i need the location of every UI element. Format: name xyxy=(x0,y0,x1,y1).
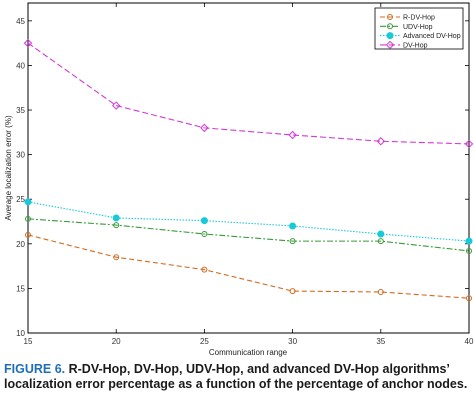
caption-text: R-DV-Hop, DV-Hop, UDV-Hop, and advanced … xyxy=(4,362,468,391)
data-point xyxy=(23,38,33,48)
data-point xyxy=(465,237,473,245)
legend-marker xyxy=(385,40,395,50)
series-line-0 xyxy=(27,234,470,299)
data-point xyxy=(289,238,296,245)
x-tick-label: 15 xyxy=(24,337,33,346)
y-tick-label: 40 xyxy=(16,61,25,70)
data-point xyxy=(25,215,31,222)
y-tick-label: 15 xyxy=(16,284,25,293)
series-markers xyxy=(23,38,474,302)
data-point xyxy=(466,247,472,254)
legend: R-DV-Hop UDV-Hop Advanced DV-Hop DV-Hop xyxy=(374,7,464,50)
data-point xyxy=(377,238,384,245)
data-point xyxy=(111,101,121,110)
data-point xyxy=(25,231,31,238)
legend-label: UDV-Hop xyxy=(403,24,433,31)
y-tick-label: 20 xyxy=(16,240,25,249)
y-tick-label: 10 xyxy=(16,329,25,338)
figure-caption: FIGURE 6. R-DV-Hop, DV-Hop, UDV-Hop, and… xyxy=(4,362,472,392)
series-line-3 xyxy=(27,42,470,145)
data-point xyxy=(200,123,209,133)
legend-marker xyxy=(387,14,393,20)
data-point xyxy=(289,288,296,295)
data-point xyxy=(113,254,120,261)
data-point xyxy=(466,295,472,302)
legend-marker xyxy=(386,32,394,40)
data-point xyxy=(200,217,208,225)
legend-label: DV-Hop xyxy=(403,42,428,49)
y-tick-label: 30 xyxy=(16,151,25,160)
series-lines xyxy=(27,42,470,299)
x-tick-label: 40 xyxy=(465,337,474,346)
series-line-1 xyxy=(27,218,470,252)
x-tick-label: 25 xyxy=(200,337,209,346)
data-point xyxy=(288,130,297,140)
data-point xyxy=(464,139,474,149)
data-point xyxy=(201,231,208,237)
data-point xyxy=(377,288,384,295)
y-axis-label: Average localization error (%) xyxy=(4,115,13,221)
data-point xyxy=(112,214,120,222)
data-point xyxy=(289,222,297,230)
y-tick-label: 45 xyxy=(16,17,25,26)
figure-label: FIGURE 6. xyxy=(4,362,66,376)
data-point xyxy=(24,198,32,206)
y-tick-label: 35 xyxy=(16,106,25,115)
data-point xyxy=(377,230,385,238)
plot-area xyxy=(27,2,470,334)
legend-label: R-DV-Hop xyxy=(403,15,435,22)
x-tick-label: 30 xyxy=(288,337,297,346)
data-point xyxy=(113,222,120,229)
y-tick-label: 25 xyxy=(16,195,25,204)
x-axis-label: Communication range xyxy=(209,348,288,357)
legend-marker xyxy=(387,23,393,30)
x-tick-label: 20 xyxy=(112,337,121,346)
x-tick-label: 35 xyxy=(376,337,385,346)
data-point xyxy=(376,137,386,146)
data-point xyxy=(201,266,208,273)
legend-label: Advanced DV-Hop xyxy=(403,33,461,40)
series-line-2 xyxy=(27,201,470,242)
